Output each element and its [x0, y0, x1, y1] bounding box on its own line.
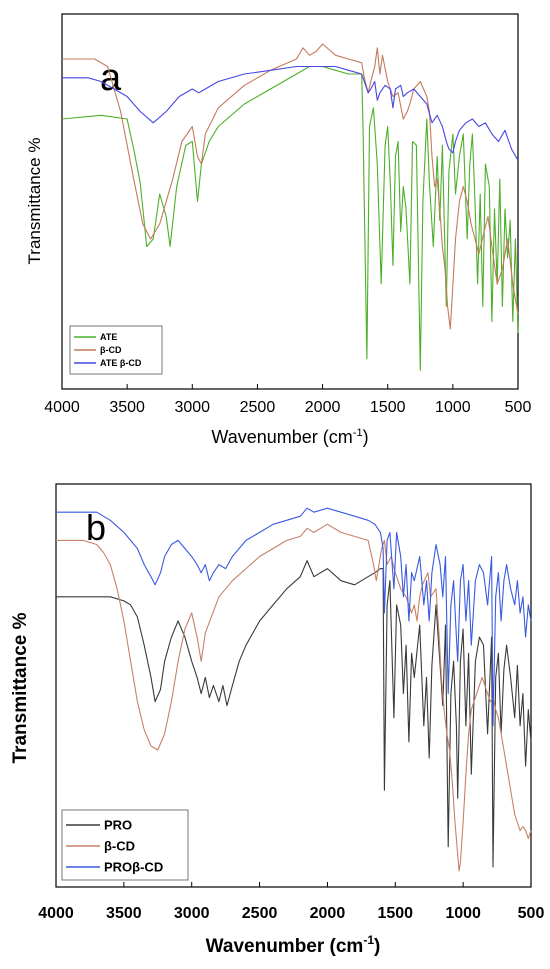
panel-a-ticks: 4000 3500 3000 2500 2000 1500 1000 500 — [44, 384, 531, 416]
x-tick-label: 2500 — [240, 399, 276, 416]
panel-b-frame — [55, 483, 532, 888]
series-line-0 — [56, 560, 532, 868]
panel-b-xlabel: Wavenumber (cm-1) — [206, 933, 381, 957]
panel-b-legend-box — [61, 809, 189, 881]
x-tick-label: 4000 — [44, 399, 80, 416]
legend-label: PROβ-CD — [104, 860, 163, 875]
legend-label: β-CD — [100, 345, 122, 355]
panel-a-ylabel: Transmittance % — [25, 138, 44, 265]
panel-b-letter: b — [86, 507, 106, 548]
x-tick-label: 3000 — [174, 905, 210, 922]
panel-a-series — [61, 43, 519, 371]
x-tick-label: 2000 — [305, 399, 341, 416]
x-tick-label: 4000 — [38, 905, 74, 922]
legend-label: ATE — [100, 332, 117, 342]
x-tick-label: 3500 — [109, 399, 145, 416]
panel-b-xlabel-main: Wavenumber (cm — [206, 936, 364, 957]
x-tick-label: 2500 — [242, 905, 278, 922]
x-tick-label: 1000 — [445, 905, 481, 922]
panel-a-xlabel-sup: -1 — [353, 427, 363, 439]
x-tick-label: 1500 — [377, 905, 413, 922]
panel-b-ticks: 4000 3500 3000 2500 2000 1500 1000 500 — [38, 882, 544, 922]
panel-b-series — [56, 507, 532, 872]
panel-b-xlabel-tail: ) — [374, 936, 380, 957]
legend-label: β-CD — [104, 839, 135, 854]
series-line-0 — [61, 65, 519, 371]
series-line-2 — [62, 65, 519, 161]
panel-b-xlabel-sup: -1 — [363, 933, 374, 947]
panel-a-xlabel-main: Wavenumber (cm — [211, 427, 352, 447]
panel-a-xlabel-tail: ) — [363, 427, 369, 447]
x-tick-label: 3500 — [106, 905, 142, 922]
series-line-1 — [62, 43, 519, 330]
panel-a-xlabel: Wavenumber (cm-1) — [211, 427, 368, 447]
legend-label: ATE β-CD — [100, 358, 142, 368]
x-tick-label: 1500 — [370, 399, 406, 416]
panel-b-ylabel: Transmittance % — [10, 612, 31, 763]
x-tick-label: 1000 — [435, 399, 471, 416]
legend-label: PRO — [104, 818, 132, 833]
panel-a-frame — [61, 13, 519, 390]
x-tick-label: 500 — [518, 905, 545, 922]
panel-b: b Transmittance % Wavenumber (cm-1) 4000… — [10, 483, 544, 957]
x-tick-label: 3000 — [174, 399, 210, 416]
x-tick-label: 500 — [505, 399, 532, 416]
series-line-1 — [56, 523, 532, 872]
panel-a-legend: ATE β-CD ATE β-CD — [69, 325, 163, 375]
series-line-2 — [56, 507, 532, 727]
panel-a: a Transmittance % Wavenumber (cm-1) 4000… — [25, 13, 531, 447]
x-tick-label: 2000 — [310, 905, 346, 922]
